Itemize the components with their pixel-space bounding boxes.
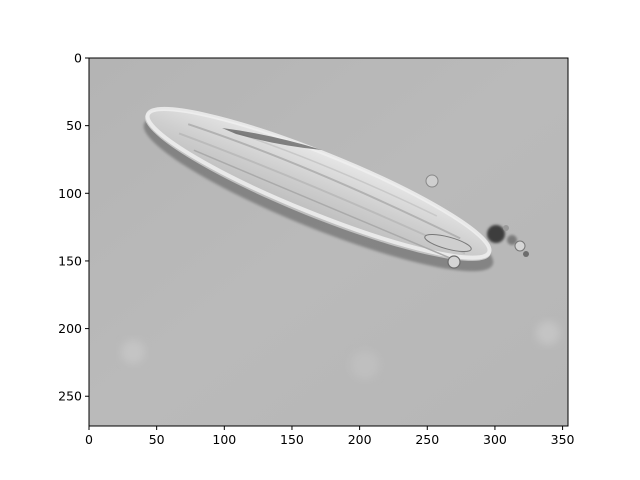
y-tick-label: 0 xyxy=(74,51,82,66)
cell xyxy=(143,106,494,272)
x-tick-label: 100 xyxy=(212,432,236,447)
x-tick-label: 150 xyxy=(280,432,304,447)
cell-dark-edge xyxy=(222,128,322,150)
cell-striation xyxy=(178,132,466,255)
background-blob xyxy=(121,340,145,364)
cell-striation xyxy=(233,131,438,217)
x-tick-label: 300 xyxy=(483,432,507,447)
x-tick-label: 350 xyxy=(551,432,575,447)
tip-debris xyxy=(424,174,529,269)
x-tick-label: 250 xyxy=(415,432,439,447)
x-tick-label: 0 xyxy=(85,432,93,447)
y-tick-label: 150 xyxy=(58,253,82,268)
x-tick-label: 50 xyxy=(149,432,165,447)
background-blob xyxy=(351,351,379,379)
y-tick-label: 200 xyxy=(58,321,82,336)
y-axis: 0 50 100 150 200 250 xyxy=(58,51,89,404)
cell-body xyxy=(144,109,491,261)
x-axis: 0 50 100 150 200 250 300 350 xyxy=(85,426,575,447)
cell-striation xyxy=(187,123,461,240)
y-tick-label: 250 xyxy=(58,389,82,404)
background-blob xyxy=(536,321,560,345)
y-tick-label: 100 xyxy=(58,186,82,201)
cell-rim xyxy=(145,106,492,260)
axes-frame xyxy=(88,57,569,427)
cell-striation xyxy=(193,149,453,260)
x-tick-label: 200 xyxy=(348,432,372,447)
microscopy-image xyxy=(89,58,568,426)
y-tick-label: 50 xyxy=(66,118,82,133)
